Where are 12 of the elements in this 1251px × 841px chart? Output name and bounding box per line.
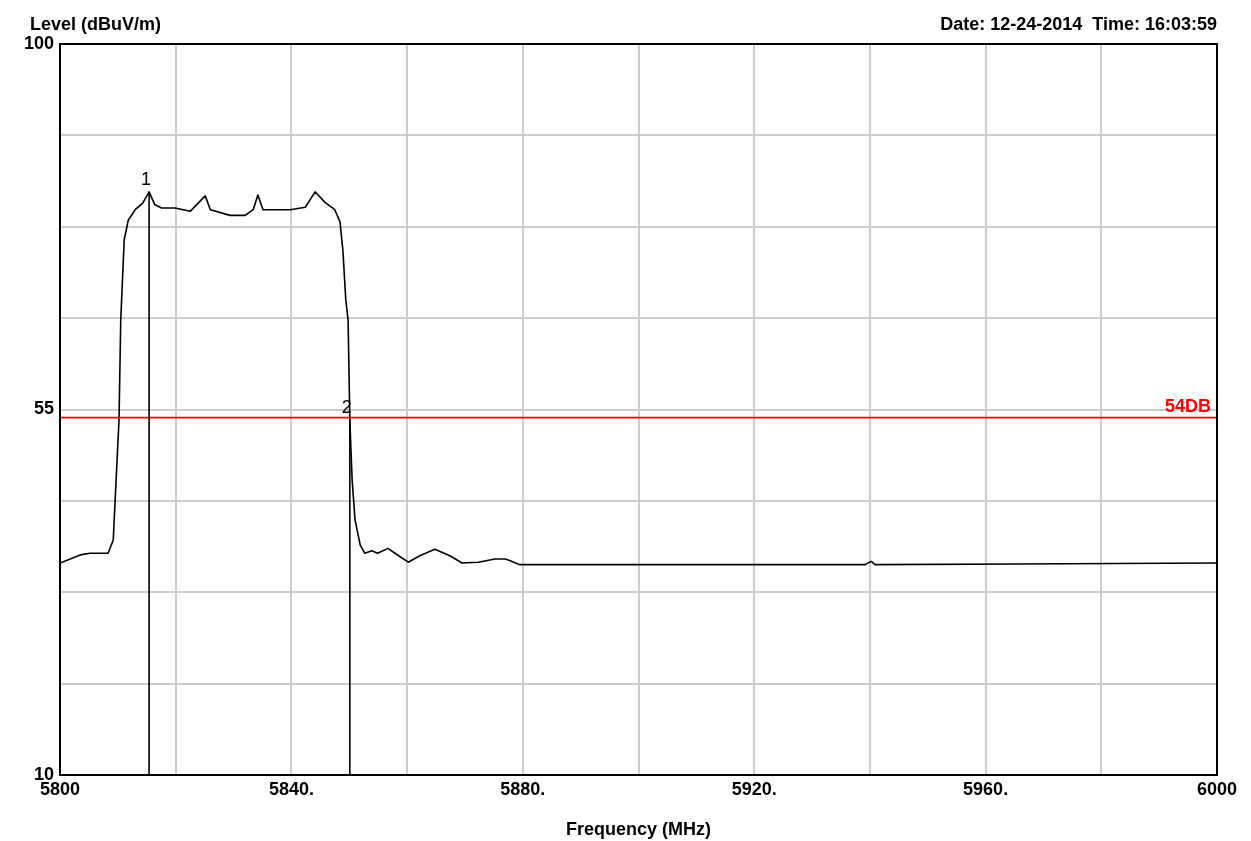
y-tick-label: 100	[23, 32, 54, 53]
x-tick-label: 5920.	[731, 778, 777, 799]
text: Date: 12-24-2014 Time: 16:03:59	[940, 13, 1217, 34]
y-tick-label: 55	[33, 398, 54, 419]
annotation: 1	[141, 168, 152, 189]
x-tick-label: 5960.	[963, 778, 1009, 799]
ref-line-label: 54DB	[1164, 395, 1211, 416]
x-tick-label: 6000	[1196, 778, 1238, 799]
x-axis-title: Frequency (MHz)	[565, 819, 712, 840]
x-tick-label: 5880.	[500, 778, 546, 799]
y-axis-title: Level (dBuV/m)	[30, 13, 162, 34]
x-tick-label: 5840.	[268, 778, 314, 799]
